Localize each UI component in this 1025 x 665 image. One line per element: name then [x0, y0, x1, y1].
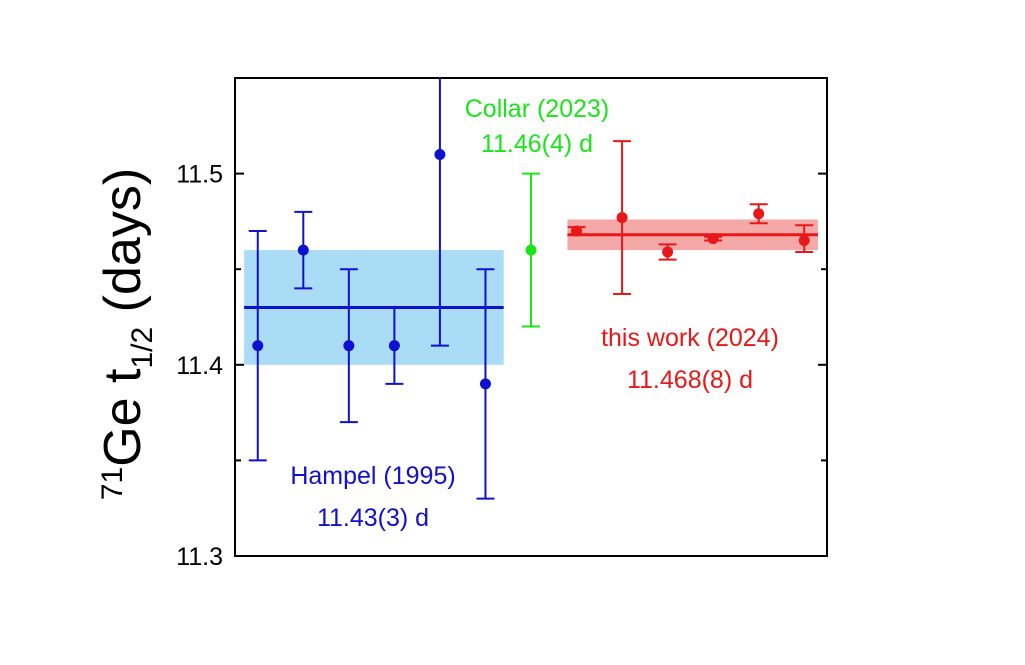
y-axis-label-main: Ge t	[94, 368, 152, 467]
hampel-series-value: 11.43(3) d	[317, 504, 429, 532]
y-tick-label: 11.5	[176, 161, 223, 189]
mean-lines	[244, 233, 818, 309]
this-work-2024-point	[662, 246, 674, 258]
y-axis-label: 71Ge t1/2 (days)	[94, 168, 159, 500]
collar-series-value: 11.46(4) d	[481, 130, 593, 158]
this-work-2024-point	[571, 225, 583, 237]
y-tick-labels: 11.3 11.4 11.5	[176, 161, 223, 571]
y-axis-label-subscript: 1/2	[126, 327, 159, 369]
this-work-2024-point	[753, 208, 765, 220]
hampel-1995-point	[343, 340, 355, 352]
hampel-1995-point	[388, 340, 400, 352]
axis-ticks	[235, 172, 827, 557]
hampel-1995-point	[252, 340, 264, 352]
hampel-1995-point	[479, 378, 491, 390]
this-work-series-name: this work (2024)	[601, 324, 779, 352]
hampel-series-name: Hampel (1995)	[290, 462, 455, 490]
this-work-2024-point	[616, 212, 628, 224]
this-work-series-value: 11.468(8) d	[627, 366, 753, 394]
y-tick-label: 11.4	[176, 352, 223, 380]
y-tick-label: 11.3	[176, 543, 223, 571]
y-axis-label-superscript: 71	[96, 467, 129, 500]
hampel-1995-point	[434, 148, 446, 160]
plot-frame	[234, 77, 828, 557]
hampel-1995-point	[297, 244, 309, 256]
collar-series-name: Collar (2023)	[465, 95, 610, 123]
collar-2023-point	[525, 244, 537, 256]
y-axis-label-suffix: (days)	[94, 168, 152, 327]
this-work-2024-point	[798, 235, 810, 247]
data-points	[252, 148, 810, 390]
this-work-2024-point	[707, 233, 719, 245]
